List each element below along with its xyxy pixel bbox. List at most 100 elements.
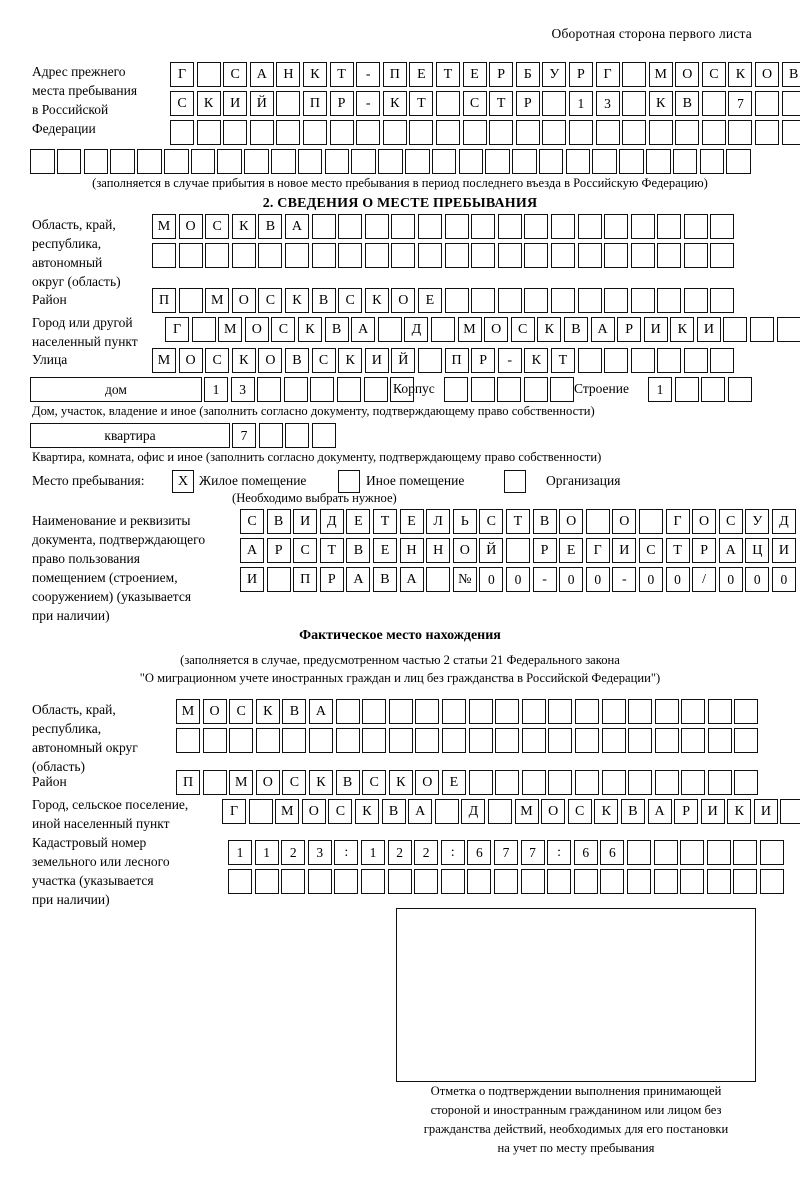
grid-cell[interactable]: В (675, 91, 700, 116)
grid-cell[interactable]: / (692, 567, 717, 592)
grid-cell[interactable]: Й (391, 348, 416, 373)
grid-cell[interactable]: Н (276, 62, 301, 87)
grid-cell[interactable]: 6 (600, 840, 625, 865)
grid-cell[interactable] (248, 799, 273, 824)
grid-cell[interactable] (648, 120, 673, 145)
grid-cell[interactable] (574, 728, 599, 753)
grid-cell[interactable]: В (346, 538, 371, 563)
grid-cell[interactable]: И (293, 509, 318, 534)
grid-cell[interactable] (780, 799, 800, 824)
document-row-3[interactable]: И П Р А В А № 0 0-0 0-0 0/0 0 0 (240, 567, 796, 592)
grid-cell[interactable] (681, 770, 706, 795)
grid-cell[interactable]: А (399, 567, 424, 592)
grid-cell[interactable]: С (282, 770, 307, 795)
grid-cell[interactable]: К (338, 348, 363, 373)
grid-cell[interactable] (638, 509, 663, 534)
grid-cell[interactable] (524, 214, 549, 239)
grid-cell[interactable] (547, 869, 572, 894)
grid-cell[interactable]: С (328, 799, 353, 824)
cadastral-row-2[interactable] (228, 869, 784, 894)
grid-cell[interactable] (710, 288, 735, 313)
grid-cell[interactable]: 0 (745, 567, 770, 592)
grid-cell[interactable] (362, 728, 387, 753)
grid-cell[interactable] (601, 728, 626, 753)
grid-cell[interactable] (254, 869, 279, 894)
grid-cell[interactable]: Т (372, 509, 397, 534)
grid-cell[interactable]: - (612, 567, 637, 592)
grid-cell[interactable]: С (205, 214, 230, 239)
grid-cell[interactable] (750, 317, 775, 342)
grid-cell[interactable] (417, 214, 442, 239)
grid-cell[interactable] (672, 149, 698, 174)
grid-cell[interactable]: В (620, 799, 645, 824)
grid-cell[interactable] (244, 149, 269, 174)
grid-cell[interactable] (444, 243, 469, 268)
grid-cell[interactable]: 0 (771, 567, 796, 592)
confirmation-stamp-box[interactable] (396, 908, 756, 1082)
grid-cell[interactable] (495, 699, 520, 724)
grid-cell[interactable] (626, 840, 651, 865)
grid-cell[interactable] (710, 214, 735, 239)
grid-cell[interactable] (285, 423, 310, 448)
grid-cell[interactable] (228, 869, 252, 894)
grid-cell[interactable] (512, 149, 537, 174)
grid-cell[interactable]: С (338, 288, 363, 313)
grid-cell[interactable]: М (275, 799, 300, 824)
grid-cell[interactable] (297, 149, 323, 174)
grid-cell[interactable]: К (670, 317, 695, 342)
grid-cell[interactable] (170, 120, 194, 145)
grid-cell[interactable]: О (255, 770, 280, 795)
grid-cell[interactable]: М (457, 317, 482, 342)
grid-cell[interactable]: Р (471, 348, 496, 373)
grid-cell[interactable] (645, 149, 671, 174)
grid-cell[interactable] (334, 869, 359, 894)
grid-cell[interactable] (733, 840, 758, 865)
grid-cell[interactable] (550, 243, 575, 268)
grid-cell[interactable] (404, 149, 430, 174)
grid-cell[interactable] (283, 377, 308, 402)
grid-cell[interactable]: 1 (360, 840, 385, 865)
grid-cell[interactable]: 0 (559, 567, 584, 592)
grid-cell[interactable] (565, 149, 591, 174)
grid-cell[interactable]: К (255, 699, 280, 724)
grid-cell[interactable]: К (594, 799, 619, 824)
grid-cell[interactable]: И (643, 317, 668, 342)
grid-cell[interactable] (706, 869, 731, 894)
grid-cell[interactable] (335, 699, 360, 724)
grid-cell[interactable]: Р (674, 799, 699, 824)
grid-cell[interactable]: - (497, 348, 522, 373)
grid-cell[interactable] (521, 728, 546, 753)
grid-cell[interactable] (726, 149, 751, 174)
grid-cell[interactable]: А (249, 62, 274, 87)
grid-cell[interactable]: М (648, 62, 673, 87)
grid-cell[interactable] (351, 149, 376, 174)
grid-cell[interactable] (657, 243, 682, 268)
grid-cell[interactable] (444, 214, 469, 239)
grid-cell[interactable] (604, 243, 629, 268)
grid-cell[interactable]: О (244, 317, 269, 342)
grid-cell[interactable] (417, 243, 442, 268)
grid-cell[interactable] (415, 699, 440, 724)
grid-cell[interactable] (310, 377, 335, 402)
grid-cell[interactable] (276, 120, 301, 145)
grid-cell[interactable]: О (178, 214, 203, 239)
grid-cell[interactable]: 3 (230, 377, 255, 402)
grid-cell[interactable] (217, 149, 243, 174)
grid-cell[interactable] (653, 840, 678, 865)
grid-cell[interactable]: Е (346, 509, 371, 534)
grid-cell[interactable]: Б (515, 62, 540, 87)
grid-cell[interactable] (444, 377, 468, 402)
grid-cell[interactable] (585, 509, 610, 534)
grid-cell[interactable]: 1 (568, 91, 593, 116)
grid-cell[interactable] (675, 120, 700, 145)
grid-cell[interactable]: О (755, 62, 780, 87)
grid-cell[interactable] (360, 869, 385, 894)
grid-cell[interactable]: С (240, 509, 264, 534)
grid-cell[interactable] (574, 699, 599, 724)
grid-cell[interactable] (307, 869, 332, 894)
grid-cell[interactable]: К (284, 288, 309, 313)
grid-cell[interactable] (435, 120, 460, 145)
grid-cell[interactable]: В (324, 317, 349, 342)
